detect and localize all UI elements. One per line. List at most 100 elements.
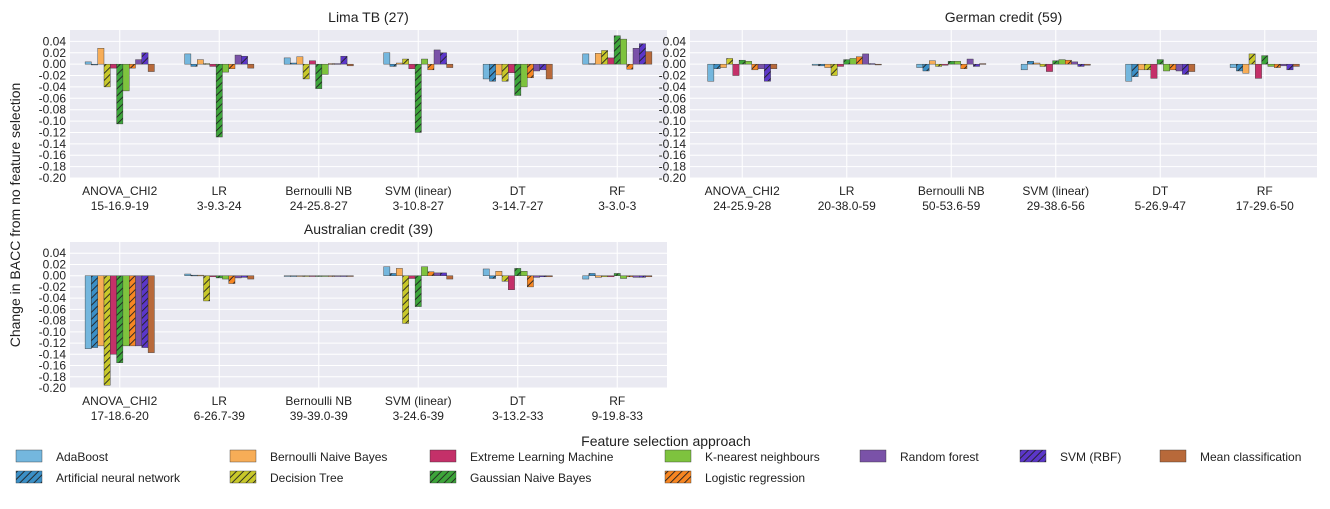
- bar-mark: [941, 63, 949, 66]
- bar-mark: [966, 58, 974, 65]
- bar-mark: [849, 58, 857, 65]
- bar-mark: [1242, 63, 1250, 74]
- bar-hatch: [402, 59, 409, 65]
- y-tick-label: -0.20: [39, 381, 67, 395]
- bar-hatch: [1182, 64, 1189, 75]
- x-tick-sublabel: 15-16.9-19: [91, 199, 149, 213]
- bar-mark: [1188, 63, 1196, 72]
- bar-mark: [396, 62, 403, 65]
- y-tick-label: 0.02: [43, 46, 67, 60]
- x-tick-sublabel: 9-19.8-33: [592, 409, 644, 423]
- bar-mark: [421, 58, 428, 65]
- bar-hatch: [588, 63, 596, 65]
- bar-mark: [184, 53, 192, 65]
- x-tick-sublabel: 3-10.8-27: [393, 199, 445, 213]
- bar-mark: [234, 275, 242, 279]
- bar-mark: [346, 63, 354, 67]
- legend-item: Mean classification: [1159, 449, 1301, 464]
- y-tick-label: -0.10: [39, 325, 67, 339]
- y-tick-label: -0.14: [39, 137, 67, 151]
- bar-mark: [147, 63, 155, 72]
- bar-mark: [234, 54, 242, 65]
- legend-label: Gaussian Naive Bayes: [470, 471, 591, 485]
- bar-mark: [408, 275, 416, 279]
- bar-hatch: [868, 63, 876, 65]
- bar-hatch: [91, 275, 98, 348]
- bar-hatch: [935, 64, 942, 67]
- bar-mark: [632, 275, 640, 278]
- bar-hatch: [502, 275, 509, 282]
- bar-mark: [196, 59, 204, 65]
- x-tick-label: SVM (linear): [1022, 184, 1089, 198]
- x-tick-sublabel: 6-26.7-39: [194, 409, 246, 423]
- bar-mark: [482, 268, 490, 276]
- bar-hatch: [427, 271, 434, 276]
- x-tick-label: DT: [510, 394, 527, 408]
- bar-mark: [1046, 63, 1053, 72]
- bar-hatch: [527, 64, 534, 78]
- chart-panel-lima-tb: 0.040.020.00-0.02-0.04-0.06-0.08-0.10-0.…: [39, 9, 667, 213]
- bar-mark: [508, 63, 515, 73]
- chart-panel-australian-credit: 0.040.020.00-0.02-0.04-0.06-0.08-0.10-0.…: [39, 221, 667, 423]
- bar-mark: [874, 63, 882, 66]
- x-tick-sublabel: 3-13.2-33: [492, 409, 544, 423]
- bar-hatch: [626, 64, 633, 70]
- bar-hatch: [601, 275, 608, 277]
- bar-hatch: [626, 275, 633, 277]
- legend-item: Bernoulli Naive Bayes: [229, 449, 387, 464]
- x-tick-sublabel: 24-25.8-27: [290, 199, 348, 213]
- bar-hatch: [489, 64, 496, 82]
- legend-label: Artificial neural network: [56, 471, 181, 485]
- bar-hatch: [614, 273, 621, 276]
- legend-swatch-hatch: [1020, 450, 1046, 462]
- x-tick-sublabel: 39-39.0-39: [290, 409, 348, 423]
- bar-hatch: [514, 268, 521, 276]
- y-tick-label: -0.02: [659, 69, 687, 83]
- bar-mark: [446, 63, 454, 68]
- bar-hatch: [751, 64, 758, 70]
- bar-mark: [1020, 63, 1028, 71]
- x-tick-label: ANOVA_CHI2: [705, 184, 780, 198]
- bar-mark: [110, 275, 117, 355]
- bar-mark: [209, 63, 217, 67]
- legend-item: SVM (RBF): [1019, 449, 1121, 464]
- y-tick-label: -0.14: [39, 347, 67, 361]
- x-tick-label: RF: [1257, 184, 1273, 198]
- bar-mark: [97, 275, 105, 347]
- bar-hatch: [527, 275, 534, 287]
- bar-hatch: [1144, 64, 1151, 70]
- bar-hatch: [831, 64, 838, 76]
- bar-mark: [1137, 63, 1145, 71]
- x-tick-label: LR: [839, 184, 855, 198]
- bar-hatch: [290, 63, 297, 65]
- bar-hatch: [843, 59, 850, 65]
- chart-title: Australian credit (39): [304, 221, 433, 237]
- legend-item: Decision Tree: [229, 470, 344, 485]
- y-tick-label: 0.02: [663, 46, 687, 60]
- bar-hatch: [290, 275, 297, 277]
- bar-mark: [283, 57, 291, 65]
- y-tick-label: -0.14: [659, 137, 687, 151]
- bar-hatch: [116, 64, 123, 124]
- bar-hatch: [539, 64, 547, 70]
- legend-swatch-hatch: [665, 471, 691, 483]
- bar-mark: [321, 63, 329, 75]
- bar-mark: [632, 48, 640, 65]
- bar-mark: [1255, 63, 1262, 79]
- bar-hatch: [228, 64, 235, 69]
- x-tick-label: SVM (linear): [385, 184, 452, 198]
- bar-mark: [110, 63, 117, 69]
- bar-mark: [84, 275, 92, 349]
- bar-hatch: [228, 275, 235, 284]
- bar-mark: [1033, 62, 1041, 65]
- x-tick-label: RF: [609, 394, 625, 408]
- bar-mark: [582, 275, 590, 280]
- bar-mark: [520, 271, 528, 276]
- plot-area: [690, 30, 1317, 178]
- bar-mark: [446, 275, 454, 280]
- bar-mark: [824, 63, 832, 68]
- bar-mark: [383, 52, 391, 65]
- bar-mark: [582, 53, 590, 65]
- bar-mark: [1058, 59, 1066, 65]
- bar-mark: [1267, 63, 1275, 67]
